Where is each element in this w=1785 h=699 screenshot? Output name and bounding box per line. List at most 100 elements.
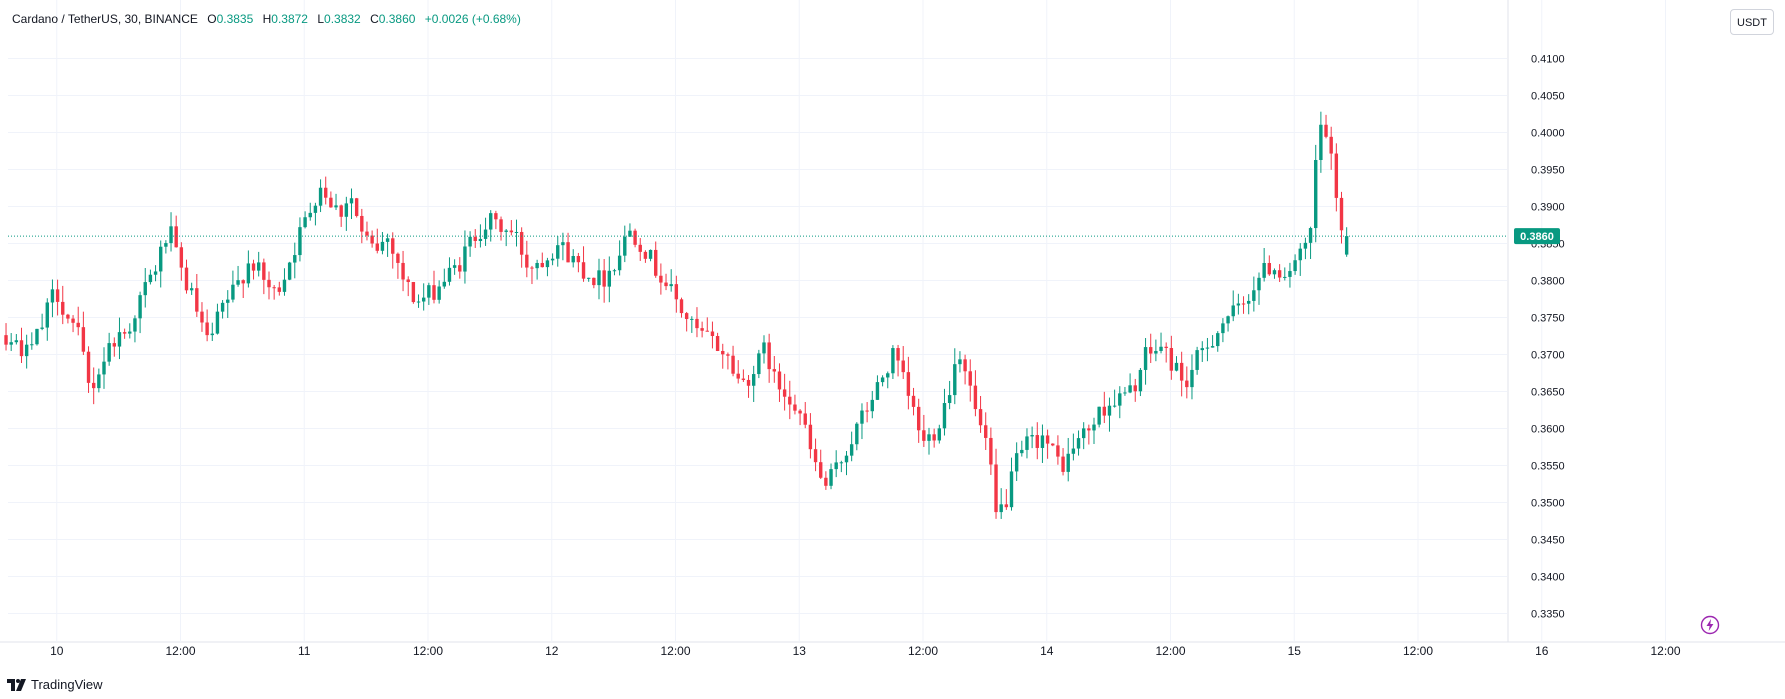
candle-body [989, 437, 993, 465]
candle-body [1107, 405, 1112, 416]
last-price-badge [1514, 228, 1560, 245]
candle-body [1293, 260, 1297, 272]
candle-body [999, 504, 1003, 513]
candle-body [267, 279, 271, 288]
candle-body [1308, 228, 1313, 243]
candle-body [1210, 346, 1215, 348]
candle-body [1061, 456, 1065, 472]
price-tick-label: 0.3550 [1531, 461, 1565, 473]
candle-body [1344, 236, 1349, 255]
candle-body [1221, 323, 1225, 334]
candle-body [396, 253, 400, 263]
candle-body [916, 406, 921, 431]
candle-body [30, 344, 34, 346]
candle-body [669, 284, 673, 287]
candle-body [262, 262, 266, 280]
time-tick-label: 12:00 [165, 644, 195, 658]
candle-body [81, 327, 86, 352]
candle-body [942, 403, 947, 429]
candle-body [251, 263, 256, 271]
candle-body [1081, 428, 1086, 439]
candle-body [953, 364, 957, 396]
candle-body [215, 311, 220, 334]
candle-body [1262, 263, 1266, 278]
chart-legend: Cardano / TetherUS, 30, BINANCE O0.3835 … [12, 12, 527, 26]
candle-body [1174, 362, 1179, 371]
candle-body [1267, 263, 1272, 275]
candle-body [71, 318, 75, 323]
candle-body [906, 372, 911, 396]
candle-body [757, 353, 761, 375]
time-tick-label: 14 [1040, 644, 1054, 658]
brand-name: TradingView [31, 677, 103, 692]
candle-body [654, 249, 658, 276]
candle-body [638, 244, 642, 252]
candle-body [174, 226, 178, 248]
candle-body [834, 462, 838, 470]
candle-body [860, 410, 864, 424]
time-axis[interactable]: 10 12:00 11 12:00 12 12:00 13 12:00 14 12:00 15 12:… [50, 644, 1681, 658]
candle-body [298, 227, 302, 256]
candle-body [282, 279, 287, 292]
candle-body [200, 311, 204, 323]
candle-body [922, 430, 926, 441]
candle-body [1025, 436, 1029, 450]
candle-body [91, 382, 96, 389]
price-tick-label: 0.3400 [1531, 572, 1565, 584]
candle-body [1283, 276, 1287, 278]
lightning-icon[interactable] [1700, 615, 1720, 635]
candle-body [24, 344, 29, 357]
candle-body [287, 262, 292, 280]
candle-body [1040, 435, 1045, 448]
candle-body [586, 277, 591, 279]
change-value: +0.0026 (+0.68%) [424, 12, 521, 26]
candle-body [447, 267, 452, 282]
candle-body [849, 444, 854, 456]
price-tick-label: 0.3900 [1531, 202, 1565, 214]
price-axis[interactable]: 0.41000.40500.40000.39500.39000.38500.38… [1514, 54, 1565, 621]
candle-body [829, 469, 833, 486]
candle-body [777, 371, 782, 390]
candle-body [839, 462, 844, 464]
candle-body [1257, 277, 1261, 291]
candle-body [1154, 350, 1158, 354]
candle-body [664, 282, 668, 287]
candle-body [772, 369, 777, 372]
candle-body [226, 299, 230, 303]
symbol-title[interactable]: Cardano / TetherUS, 30, BINANCE [12, 12, 198, 26]
open-value: 0.3835 [216, 12, 254, 26]
candle-body [159, 246, 163, 272]
currency-button[interactable]: USDT [1730, 9, 1774, 35]
candle-body [401, 262, 405, 280]
candle-body [963, 359, 967, 372]
candle-body [1252, 290, 1256, 301]
candle-body [499, 219, 503, 232]
brand-footer[interactable]: TradingView [7, 677, 103, 692]
chart-grid [0, 0, 1785, 643]
candle-body [1149, 347, 1153, 354]
candle-body [880, 377, 885, 383]
candle-body [1004, 504, 1009, 508]
candle-body [97, 374, 101, 389]
time-tick-label: 15 [1288, 644, 1302, 658]
candle-body [978, 409, 983, 426]
candle-body [9, 342, 13, 345]
candle-body [550, 258, 555, 261]
candle-body [391, 238, 395, 254]
candle-body [1123, 392, 1127, 394]
close-label: C [370, 12, 379, 26]
candle-body [870, 399, 874, 412]
candle-body [514, 231, 519, 233]
price-tick-label: 0.4000 [1531, 128, 1565, 140]
candle-body [690, 318, 694, 320]
candle-body [602, 270, 606, 287]
candle-body [411, 282, 416, 303]
candle-body [659, 275, 663, 283]
candle-body [576, 256, 581, 263]
candle-body [416, 301, 421, 303]
candle-body [1112, 405, 1117, 407]
candle-body [1009, 471, 1014, 508]
candle-body [344, 203, 349, 217]
candle-body [86, 351, 91, 383]
